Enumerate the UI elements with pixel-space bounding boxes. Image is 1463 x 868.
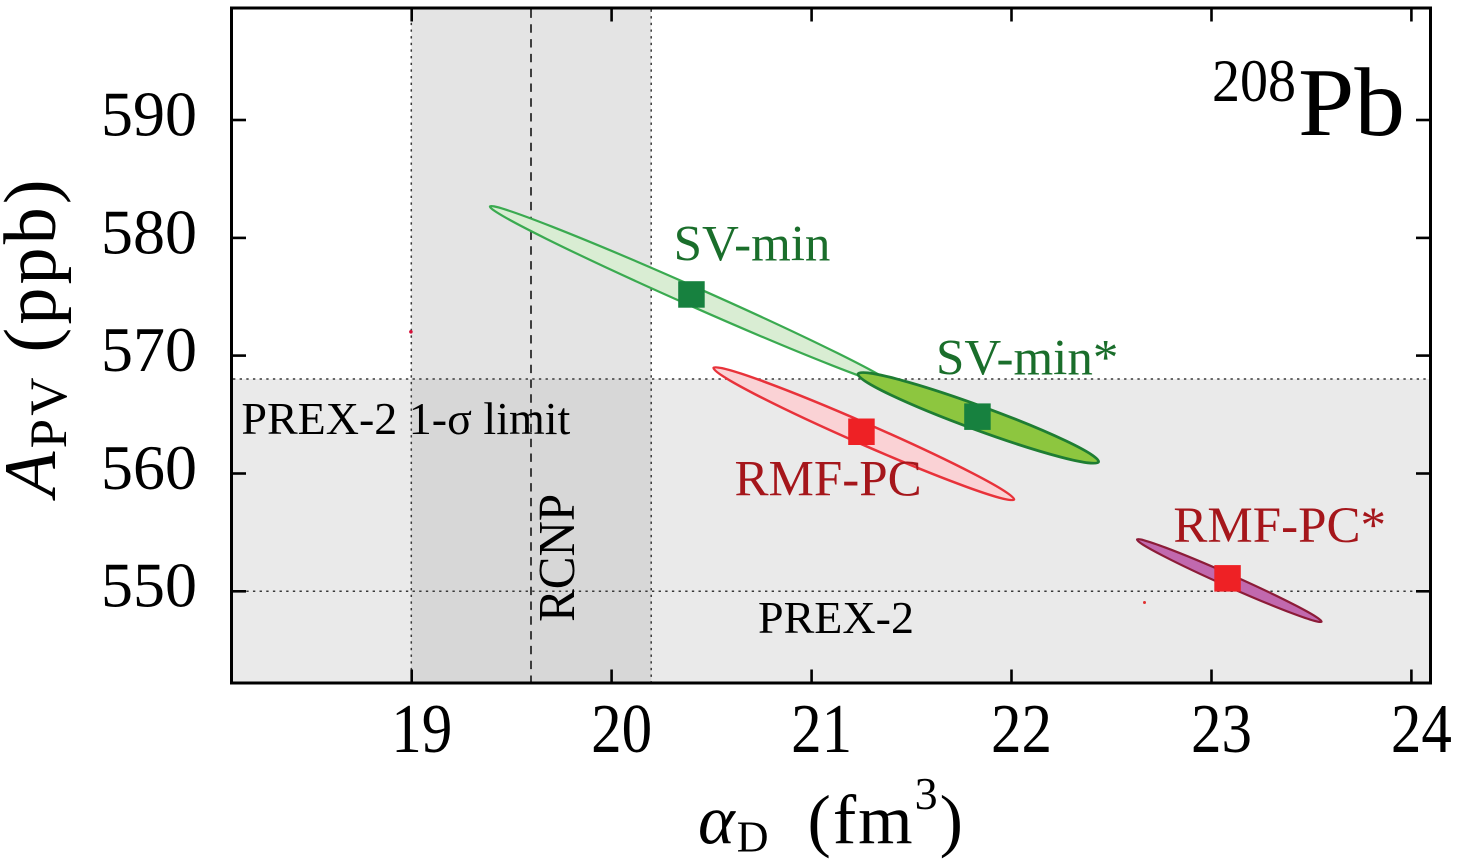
svg-text:SV-min*: SV-min*	[936, 331, 1118, 387]
svg-text:550: 550	[101, 550, 197, 621]
svg-text:590: 590	[101, 79, 197, 150]
svg-text:Pb: Pb	[1298, 49, 1405, 157]
svg-text:αD (fm3): αD (fm3)	[698, 768, 965, 862]
svg-text:19: 19	[391, 691, 452, 768]
svg-text:21: 21	[791, 691, 852, 768]
svg-text:RMF-PC*: RMF-PC*	[1173, 498, 1386, 554]
svg-text:560: 560	[101, 432, 197, 503]
svg-text:24: 24	[1391, 691, 1452, 768]
svg-text:23: 23	[1191, 691, 1252, 768]
svg-text:22: 22	[991, 691, 1052, 768]
svg-text:APV (ppb): APV (ppb)	[0, 176, 78, 502]
svg-text:SV-min: SV-min	[674, 217, 831, 273]
svg-text:20: 20	[591, 691, 652, 768]
svg-text:PREX-2 1-σ limit: PREX-2 1-σ limit	[241, 393, 570, 444]
svg-text:570: 570	[101, 314, 197, 385]
svg-text:580: 580	[101, 196, 197, 267]
svg-text:RCNP: RCNP	[529, 494, 586, 622]
svg-text:PREX-2: PREX-2	[758, 592, 914, 643]
svg-text:RMF-PC: RMF-PC	[735, 452, 922, 508]
svg-text:208: 208	[1212, 48, 1296, 114]
